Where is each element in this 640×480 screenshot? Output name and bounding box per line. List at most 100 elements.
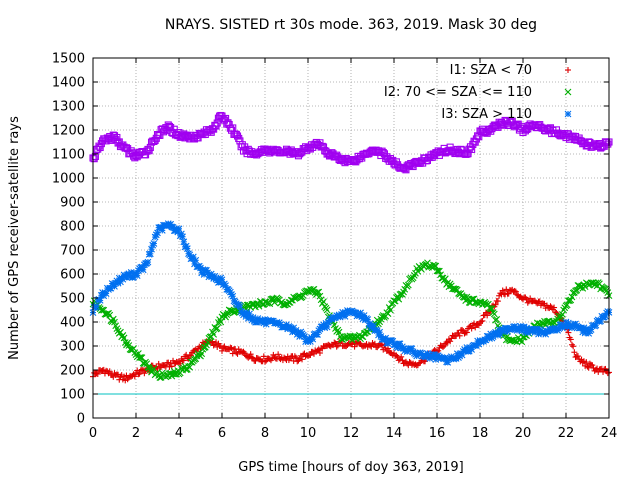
data-point	[402, 166, 410, 174]
data-point	[331, 339, 338, 346]
data-point	[187, 352, 194, 359]
data-point	[254, 150, 262, 158]
data-point	[182, 366, 190, 374]
data-point	[568, 293, 576, 301]
data-point	[275, 351, 282, 358]
data-point	[299, 356, 306, 363]
data-point	[96, 297, 104, 304]
legend-label: I3: SZA > 110	[441, 107, 532, 122]
data-point	[133, 272, 141, 280]
data-point	[179, 233, 186, 241]
data-point	[577, 137, 586, 145]
data-point	[521, 127, 529, 135]
data-point	[247, 351, 254, 358]
data-point	[551, 304, 558, 311]
data-point	[266, 300, 274, 308]
data-point	[459, 149, 467, 157]
x-tick-label: 12	[343, 426, 360, 441]
data-point	[144, 258, 152, 266]
y-axis-label: Number of GPS receiver-satellite rays	[7, 116, 22, 360]
x-tick-label: 8	[261, 426, 269, 441]
data-point	[136, 370, 143, 377]
data-point	[431, 262, 439, 270]
data-point	[159, 128, 168, 136]
data-point	[589, 362, 596, 369]
data-point	[604, 370, 611, 377]
x-tick-label: 2	[132, 426, 140, 441]
data-point	[133, 153, 141, 161]
data-point	[393, 352, 400, 359]
data-point	[229, 292, 237, 300]
data-point	[255, 302, 263, 310]
x-tick-label: 14	[386, 426, 403, 441]
data-point	[146, 250, 154, 258]
y-tick-label: 800	[60, 220, 85, 235]
data-point	[583, 359, 590, 366]
data-point	[93, 302, 100, 310]
data-point	[127, 147, 135, 155]
data-point	[335, 328, 343, 336]
x-axis-label: GPS time [hours of doy 363, 2019]	[238, 460, 463, 475]
data-point	[316, 350, 323, 357]
data-point	[233, 132, 242, 140]
data-point	[120, 143, 128, 151]
series-2	[89, 259, 613, 381]
data-point	[141, 370, 148, 377]
data-point	[604, 140, 612, 148]
data-point	[109, 131, 117, 139]
data-point	[213, 324, 221, 332]
data-point	[319, 143, 328, 151]
data-point	[353, 156, 361, 164]
data-point	[316, 139, 324, 147]
data-point	[142, 151, 150, 159]
data-point	[155, 360, 162, 367]
data-point	[468, 145, 476, 153]
data-point	[110, 132, 119, 140]
data-point	[376, 328, 384, 336]
y-tick-label: 1000	[52, 172, 85, 187]
x-tick-label: 18	[472, 426, 489, 441]
data-point	[383, 153, 391, 161]
data-point	[414, 158, 422, 166]
data-point	[230, 309, 238, 316]
data-point	[173, 370, 181, 378]
data-point	[509, 121, 517, 129]
data-point	[224, 119, 232, 127]
y-tick-label: 1100	[52, 148, 85, 163]
data-point	[306, 145, 314, 153]
data-point	[213, 119, 221, 127]
data-point	[206, 127, 214, 135]
series-4	[89, 111, 613, 174]
data-point	[226, 307, 234, 315]
data-point	[484, 300, 492, 308]
data-point	[130, 152, 138, 160]
data-point	[355, 155, 363, 163]
data-point	[323, 306, 331, 314]
data-point	[139, 266, 147, 274]
data-point	[147, 138, 156, 146]
data-point	[434, 267, 442, 275]
y-tick-label: 200	[60, 364, 85, 379]
y-tick-label: 300	[60, 340, 85, 355]
y-tick-label: 1200	[52, 124, 85, 139]
data-point	[150, 240, 158, 247]
data-point	[318, 142, 326, 150]
legend-label: I1: SZA < 70	[450, 63, 532, 78]
chart-title: NRAYS. SISTED rt 30s mode. 363, 2019. Ma…	[165, 17, 537, 33]
data-point	[236, 302, 244, 310]
data-point	[568, 341, 575, 348]
data-point	[248, 354, 255, 361]
data-point	[459, 326, 466, 333]
data-point	[597, 144, 605, 152]
data-point	[320, 298, 327, 306]
y-tick-label: 1400	[52, 76, 85, 91]
y-tick-label: 0	[77, 412, 85, 427]
data-point	[574, 353, 581, 360]
data-point	[600, 142, 608, 150]
data-point	[503, 286, 510, 293]
legend: I1: SZA < 70 I2: 70 <= SZA <= 110 I3: SZA …	[384, 63, 572, 122]
data-point	[148, 245, 155, 253]
data-point	[494, 298, 501, 305]
data-point	[99, 306, 106, 314]
